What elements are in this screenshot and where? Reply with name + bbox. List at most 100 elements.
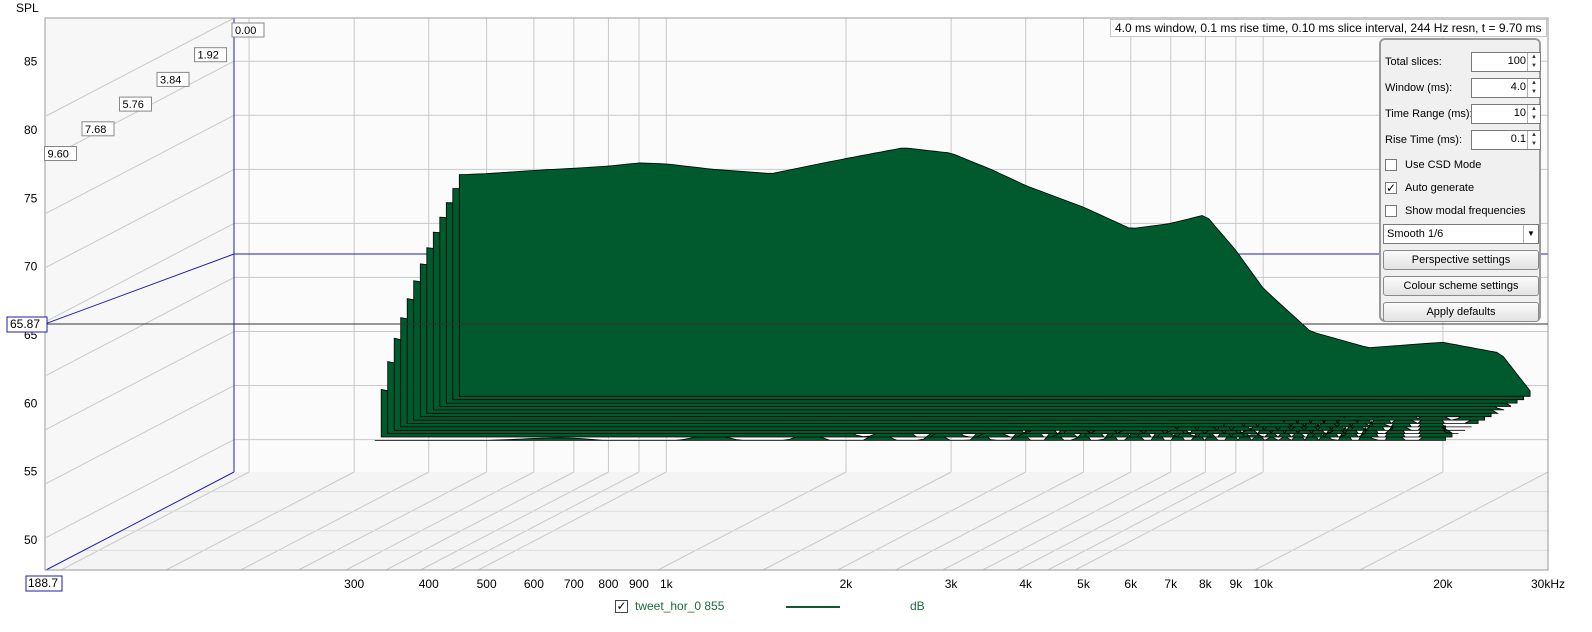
y-tick-label: 80 [24, 123, 38, 137]
modal-frequencies-row[interactable]: Show modal frequencies [1385, 202, 1533, 224]
side-line-db [45, 385, 235, 484]
spin-down-icon[interactable]: ▼ [1531, 63, 1537, 69]
x-start-readout-box [25, 575, 63, 592]
waterfall-slice [458, 147, 1531, 397]
time-slice-label: 5.76 [123, 99, 144, 111]
x-tick-label: 1k [660, 577, 674, 591]
x-tick-label: 5k [1077, 577, 1091, 591]
x-tick-labels: 300 400 500 600 700 800 900 1k 2k 3k 4k 5k 6k 7k 8k 9k 1… [344, 577, 1565, 591]
x-tick-label: 6k [1124, 577, 1138, 591]
cursor-readout: 65.87 [10, 317, 40, 331]
floor-line-freq [298, 471, 487, 571]
cursor-readout-box [6, 316, 48, 333]
y-tick-label: 55 [24, 465, 38, 479]
side-line-db [45, 276, 235, 376]
x-tick-label: 400 [419, 577, 439, 591]
floor-line-freq [895, 471, 1084, 571]
time-slice-label: 9.60 [48, 149, 69, 161]
floor-line-freq [1359, 471, 1549, 571]
apply-defaults-button[interactable]: Apply defaults [1383, 302, 1539, 322]
spin-down-icon[interactable]: ▼ [1531, 141, 1537, 147]
waterfall-controls-panel: Total slices: 100 ▲ ▼ Window (ms): 4.0 ▲ ▼… [1379, 38, 1541, 322]
spin-up-icon[interactable]: ▲ [1531, 106, 1537, 112]
floor-line-freq [762, 471, 952, 571]
side-wall [45, 18, 234, 570]
modal-frequencies-label: Show modal frequencies [1405, 205, 1526, 217]
total-slices-label: Total slices: [1385, 56, 1442, 68]
side-line-db [45, 222, 235, 322]
y-tick-label: 85 [24, 55, 38, 69]
x-tick-label: 2k [840, 577, 854, 591]
time-range-spinner[interactable]: 10 ▲ ▼ [1471, 104, 1541, 124]
spin-down-icon[interactable]: ▼ [1531, 115, 1537, 121]
floor-line-freq [657, 471, 847, 571]
spin-up-icon[interactable]: ▲ [1531, 80, 1537, 86]
auto-generate-checkbox[interactable]: ✓ [1385, 181, 1397, 195]
rise-time-spinner[interactable]: 0.1 ▲ ▼ [1471, 130, 1541, 150]
x-tick-label: 30kHz [1531, 577, 1565, 591]
window-spinner[interactable]: 4.0 ▲ ▼ [1471, 78, 1541, 98]
floor-line-freq [942, 471, 1132, 571]
side-line-db [45, 17, 235, 117]
time-slice-label: 1.92 [198, 50, 219, 62]
total-slices-value: 100 [1507, 55, 1526, 67]
time-label-box [194, 47, 227, 63]
modal-frequencies-checkbox[interactable] [1385, 205, 1397, 217]
floor-line-freq [1074, 471, 1264, 571]
floor-line-freq [837, 471, 1026, 571]
time-range-row: Time Range (ms): 10 ▲ ▼ [1385, 104, 1541, 126]
x-tick-label: 3k [945, 577, 959, 591]
x-tick-label: 10k [1254, 577, 1274, 591]
use-csd-checkbox[interactable] [1385, 159, 1397, 171]
floor-line-freq [165, 471, 355, 571]
spin-up-icon[interactable]: ▲ [1531, 132, 1537, 138]
floor-line-freq [345, 471, 535, 571]
waterfall-surface [374, 147, 1531, 442]
window-value: 4.0 [1510, 81, 1526, 93]
side-line-db [45, 168, 235, 268]
time-range-value: 10 [1513, 107, 1526, 119]
y-axis-title: SPL [16, 1, 39, 15]
plot-border [44, 17, 1549, 571]
spin-up-icon[interactable]: ▲ [1531, 54, 1537, 60]
axis-level-depth [45, 253, 235, 325]
colour-scheme-settings-button[interactable]: Colour scheme settings [1383, 276, 1539, 296]
analysis-info-bar: 4.0 ms window, 0.1 ms rise time, 0.10 ms… [1110, 19, 1547, 37]
side-line-db [45, 331, 235, 430]
total-slices-row: Total slices: 100 ▲ ▼ [1385, 52, 1541, 74]
x-tick-label: 800 [598, 577, 618, 591]
perspective-settings-button[interactable]: Perspective settings [1383, 250, 1539, 270]
x-tick-label: 9k [1230, 577, 1244, 591]
use-csd-label: Use CSD Mode [1405, 159, 1482, 171]
floor-line-freq [982, 471, 1171, 571]
x-tick-label: 500 [477, 577, 497, 591]
rise-time-value: 0.1 [1510, 133, 1526, 145]
auto-generate-row[interactable]: ✓ Auto generate [1385, 179, 1533, 201]
time-label-box [81, 121, 115, 137]
side-line-db [45, 114, 235, 214]
use-csd-row[interactable]: Use CSD Mode [1385, 156, 1533, 178]
floor-line-freq [240, 471, 429, 571]
smoothing-select[interactable]: Smooth 1/6 ▼ [1383, 224, 1539, 244]
x-tick-label: 8k [1199, 577, 1213, 591]
chevron-down-icon[interactable]: ▼ [1523, 225, 1538, 243]
legend-series-checkbox[interactable]: ✓ [615, 599, 628, 613]
x-tick-label: 4k [1019, 577, 1033, 591]
floor-line-freq [1254, 471, 1444, 571]
total-slices-spinner[interactable]: 100 ▲ ▼ [1471, 52, 1541, 72]
window-label: Window (ms): [1385, 82, 1453, 94]
time-slice-labels: 0.00 1.92 3.84 5.76 7.68 9.60 [44, 22, 265, 161]
time-label-box [44, 146, 77, 161]
time-slice-label: 0.00 [235, 25, 256, 37]
smoothing-value: Smooth 1/6 [1387, 228, 1444, 240]
floor-line-freq [1047, 471, 1237, 571]
y-tick-label: 60 [24, 396, 38, 410]
spin-down-icon[interactable]: ▼ [1531, 89, 1537, 95]
time-slice-label: 7.68 [85, 124, 106, 136]
x-tick-label: 20k [1433, 577, 1453, 591]
x-tick-label: 600 [524, 577, 544, 591]
floor [45, 472, 1548, 570]
y-tick-label: 50 [24, 533, 38, 547]
floor-line-freq [450, 471, 640, 571]
